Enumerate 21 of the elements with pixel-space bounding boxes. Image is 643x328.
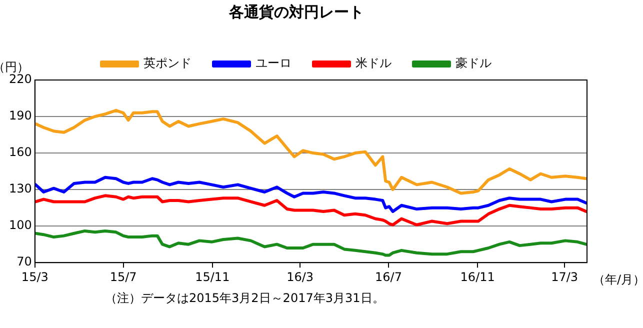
legend-label: 英ポンド — [144, 56, 192, 70]
y-tick-label: 190 — [9, 108, 32, 123]
x-tick-label: 15/7 — [110, 270, 137, 284]
y-tick-label: 70 — [16, 254, 32, 269]
x-tick-label: 16/11 — [460, 270, 495, 284]
x-tick-label: 16/3 — [286, 270, 314, 284]
legend-label: 豪ドル — [456, 56, 492, 70]
y-tick-label: 220 — [9, 72, 32, 86]
y-tick-label: 130 — [9, 182, 32, 196]
y-axis-title: （円） — [0, 60, 29, 74]
x-tick-label: 17/3 — [551, 270, 578, 284]
x-tick-label: 15/3 — [21, 270, 48, 284]
y-tick-label: 100 — [9, 218, 32, 232]
legend-label: ユーロ — [256, 56, 292, 70]
x-tick-label: 15/11 — [195, 270, 230, 284]
legend-label: 米ドル — [356, 56, 392, 70]
x-tick-label: 16/7 — [375, 270, 402, 284]
y-tick-label: 160 — [9, 145, 32, 160]
x-axis-title: （年/月） — [593, 272, 643, 287]
text: （注）データは2015年3月2日～2017年3月31日。 — [105, 290, 384, 307]
chart-title: 各通貨の対円レート — [228, 2, 364, 21]
